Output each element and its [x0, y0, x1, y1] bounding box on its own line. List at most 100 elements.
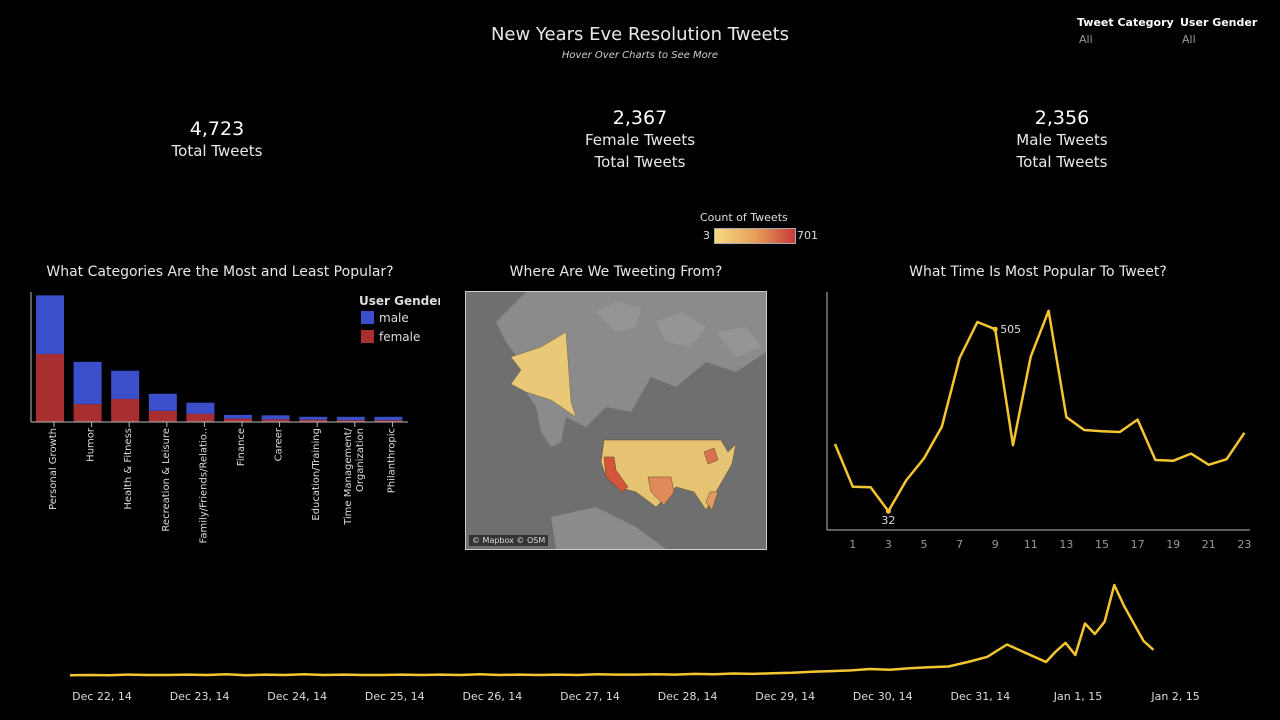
- kpi-value: 2,356: [1034, 107, 1090, 129]
- x-tick-label: Humor: [86, 427, 97, 462]
- central-america-land: [551, 507, 666, 549]
- map-attribution[interactable]: © Mapbox © OSM: [469, 535, 549, 546]
- map-canvas: [466, 292, 766, 549]
- x-tick-label: 5: [921, 538, 928, 551]
- x-tick-label: Recreation & Leisure: [161, 428, 172, 532]
- bar-female[interactable]: [148, 410, 177, 422]
- x-tick-label: Dec 26, 14: [463, 690, 523, 703]
- x-tick-label: Health & Fitness: [123, 428, 134, 510]
- x-tick-label: Dec 24, 14: [267, 690, 327, 703]
- map-title: Where Are We Tweeting From?: [509, 264, 723, 280]
- kpi-label: Total Tweets: [1016, 153, 1108, 171]
- x-tick-label: Time Management/: [343, 427, 354, 526]
- new-york-state[interactable]: [703, 447, 719, 465]
- x-tick-label: 3: [885, 538, 892, 551]
- x-tick-label: Personal Growth: [48, 428, 59, 510]
- filter-value[interactable]: All: [1079, 33, 1093, 46]
- x-tick-label: Jan 2, 15: [1150, 690, 1199, 703]
- tweet-category-filter[interactable]: Tweet Category All: [1077, 16, 1174, 46]
- bar-male[interactable]: [73, 361, 102, 405]
- kpi-value: 2,367: [612, 107, 668, 129]
- bar-male[interactable]: [148, 393, 177, 411]
- texas-state[interactable]: [647, 476, 675, 506]
- x-tick-label: 1: [849, 538, 856, 551]
- bar-female[interactable]: [299, 419, 328, 422]
- x-tick-label: Organization: [355, 428, 366, 492]
- x-tick-label: 9: [992, 538, 999, 551]
- tweet-location-map[interactable]: © Mapbox © OSM: [465, 291, 767, 550]
- data-point[interactable]: [885, 508, 891, 514]
- x-tick-label: Philanthropic: [386, 428, 397, 493]
- kpi-label: Female Tweets: [584, 131, 696, 149]
- data-label: 505: [1000, 323, 1021, 336]
- legend-label-female[interactable]: female: [379, 330, 420, 344]
- bar-female[interactable]: [336, 420, 365, 422]
- x-tick-label: Jan 1, 15: [1053, 690, 1102, 703]
- bar-male[interactable]: [111, 370, 140, 399]
- bar-female[interactable]: [111, 398, 140, 422]
- bar-female[interactable]: [224, 418, 252, 422]
- legend-swatch-male[interactable]: [361, 311, 374, 324]
- kpi-label: Total Tweets: [594, 153, 686, 171]
- x-tick-label: Dec 30, 14: [853, 690, 913, 703]
- bar-male[interactable]: [224, 414, 252, 419]
- x-tick-label: 11: [1024, 538, 1038, 551]
- arctic-islands: [596, 302, 761, 357]
- kpi-label: Total Tweets: [171, 142, 263, 160]
- color-legend-min: 3: [703, 229, 710, 242]
- x-tick-label: Dec 23, 14: [170, 690, 230, 703]
- florida-state[interactable]: [705, 491, 719, 511]
- bar-male[interactable]: [36, 295, 64, 355]
- kpi-female-tweets: 2,367 Female Tweets Total Tweets: [540, 107, 740, 173]
- data-label: 32: [881, 514, 895, 527]
- legend-label-male[interactable]: male: [379, 311, 409, 325]
- filter-label: User Gender: [1180, 16, 1258, 29]
- x-tick-label: Dec 27, 14: [560, 690, 620, 703]
- filter-value[interactable]: All: [1182, 33, 1196, 46]
- bar-female[interactable]: [374, 420, 403, 422]
- x-tick-label: Dec 31, 14: [951, 690, 1011, 703]
- x-tick-label: Dec 22, 14: [72, 690, 132, 703]
- timeline-series-line[interactable]: [69, 583, 1155, 677]
- bar-female[interactable]: [73, 404, 102, 422]
- user-gender-filter[interactable]: User Gender All: [1180, 16, 1257, 46]
- bar-female[interactable]: [36, 354, 64, 422]
- dashboard-subtitle: Hover Over Charts to See More: [561, 50, 719, 61]
- x-tick-label: Dec 29, 14: [755, 690, 815, 703]
- bar-chart-title: What Categories Are the Most and Least P…: [46, 264, 394, 280]
- x-tick-label: 13: [1059, 538, 1073, 551]
- bar-male[interactable]: [299, 416, 328, 420]
- x-tick-label: 19: [1166, 538, 1180, 551]
- x-tick-label: Career: [274, 427, 285, 461]
- kpi-value: 4,723: [189, 118, 245, 140]
- x-tick-label: 15: [1095, 538, 1109, 551]
- x-tick-label: Finance: [236, 428, 247, 466]
- bar-male[interactable]: [261, 415, 290, 420]
- alaska-state[interactable]: [510, 331, 577, 418]
- category-bar-chart: Personal Growth Humor Health & Fitness Recr…: [30, 292, 440, 543]
- color-legend-title: Count of Tweets: [700, 211, 788, 224]
- data-point[interactable]: [992, 326, 998, 332]
- filter-label: Tweet Category: [1077, 16, 1174, 29]
- line-chart-title: What Time Is Most Popular To Tweet?: [909, 264, 1167, 280]
- bar-female[interactable]: [261, 419, 290, 422]
- daily-timeline-chart: Dec 22, 14 Dec 23, 14 Dec 24, 14 Dec 25, 14…: [69, 583, 1200, 703]
- bar-male[interactable]: [336, 416, 365, 421]
- dashboard-title: New Years Eve Resolution Tweets: [490, 24, 790, 45]
- x-tick-label: 7: [956, 538, 963, 551]
- bar-male[interactable]: [186, 402, 215, 414]
- x-tick-label: 17: [1131, 538, 1145, 551]
- x-tick-label: Dec 28, 14: [658, 690, 718, 703]
- bar-legend-title: User Gender: [359, 294, 440, 308]
- x-tick-label: 23: [1237, 538, 1251, 551]
- x-tick-label: 21: [1202, 538, 1216, 551]
- california-state[interactable]: [603, 456, 629, 493]
- kpi-total-tweets: 4,723 Total Tweets: [117, 118, 317, 162]
- x-tick-label: Family/Friends/Relatio..: [198, 428, 209, 543]
- hourly-series-line[interactable]: [833, 309, 1246, 513]
- color-legend-max: 701: [797, 229, 818, 242]
- legend-swatch-female[interactable]: [361, 330, 374, 343]
- bar-female[interactable]: [186, 413, 215, 422]
- bar-male[interactable]: [374, 416, 403, 421]
